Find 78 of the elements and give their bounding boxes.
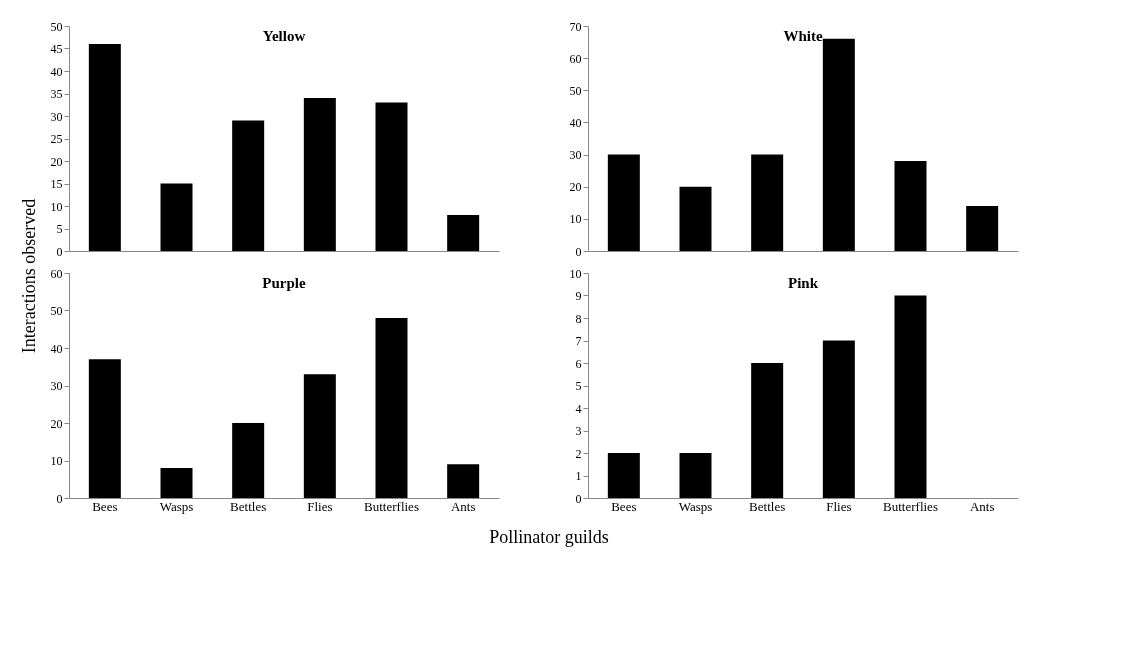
bar <box>679 186 712 251</box>
y-tick-label: 10 <box>50 454 63 468</box>
bar <box>232 120 265 251</box>
chart-title: White <box>783 28 823 44</box>
y-tick-label: 10 <box>569 212 582 227</box>
y-tick-label: 40 <box>50 64 63 79</box>
chart-title: Pink <box>787 275 819 291</box>
y-tick-label: 30 <box>50 379 63 393</box>
y-tick-label: 2 <box>575 446 582 461</box>
x-tick-label: Bees <box>611 498 637 514</box>
y-tick-label: 50 <box>50 19 63 34</box>
y-tick-label: 40 <box>569 115 582 130</box>
bar <box>447 464 480 498</box>
x-tick-label: Ants <box>969 498 995 514</box>
y-tick-label: 20 <box>50 416 63 431</box>
y-tick-label: 5 <box>56 222 63 236</box>
bar <box>160 183 193 251</box>
y-tick-label: 7 <box>575 334 582 348</box>
x-tick-label: Bees <box>92 498 118 514</box>
bar <box>88 44 121 251</box>
y-tick-label: 60 <box>50 266 63 281</box>
y-tick-label: 5 <box>575 379 582 393</box>
bar <box>607 453 640 498</box>
x-tick-label: Bettles <box>230 498 267 514</box>
x-tick-label: Wasps <box>159 498 194 514</box>
bar <box>303 374 336 498</box>
y-tick-label: 50 <box>569 83 582 98</box>
y-tick-label: 35 <box>50 87 63 101</box>
x-axis-title: Pollinator guilds <box>489 527 609 547</box>
bar <box>88 359 121 498</box>
y-tick-label: 0 <box>56 491 63 506</box>
y-tick-label: 40 <box>50 341 63 356</box>
y-tick-label: 0 <box>56 244 63 259</box>
y-tick-label: 0 <box>575 244 582 259</box>
bar <box>607 154 640 251</box>
bar <box>375 102 408 251</box>
y-tick-label: 1 <box>575 469 582 483</box>
bar <box>894 295 927 498</box>
y-tick-label: 50 <box>50 304 63 318</box>
x-tick-label: Butterflies <box>364 498 419 514</box>
y-tick-label: 15 <box>50 177 63 191</box>
y-tick-label: 0 <box>575 491 582 506</box>
bar <box>375 318 408 498</box>
y-tick-label: 20 <box>50 154 63 169</box>
y-tick-label: 4 <box>575 401 582 416</box>
y-tick-label: 60 <box>569 51 582 66</box>
x-tick-label: Butterflies <box>883 498 938 514</box>
bar <box>966 206 999 251</box>
y-tick-label: 8 <box>575 311 582 326</box>
bar <box>751 363 784 498</box>
y-tick-label: 30 <box>50 109 63 124</box>
bar <box>447 215 480 251</box>
y-tick-label: 20 <box>569 180 582 195</box>
bar <box>679 453 712 498</box>
chart-title: Purple <box>262 275 306 291</box>
x-tick-label: Ants <box>450 498 476 514</box>
y-tick-label: 45 <box>50 42 63 56</box>
y-tick-label: 10 <box>569 266 582 281</box>
bar <box>894 161 927 251</box>
x-tick-label: Flies <box>826 498 852 514</box>
y-tick-label: 6 <box>575 356 582 371</box>
x-tick-label: Bettles <box>749 498 786 514</box>
bar <box>303 98 336 251</box>
y-tick-label: 70 <box>569 19 582 34</box>
y-tick-label: 10 <box>50 199 63 214</box>
bar <box>160 468 193 498</box>
x-tick-label: Wasps <box>678 498 713 514</box>
y-tick-label: 25 <box>50 132 63 146</box>
bar <box>822 340 855 498</box>
bar <box>232 423 265 498</box>
y-tick-label: 9 <box>575 289 582 303</box>
chart-title: Yellow <box>262 28 306 44</box>
x-tick-label: Flies <box>307 498 333 514</box>
y-tick-label: 3 <box>575 424 582 438</box>
bar <box>822 38 855 251</box>
y-tick-label: 30 <box>569 148 582 163</box>
y-axis-title: Interactions observed <box>19 198 39 354</box>
bar <box>751 154 784 251</box>
